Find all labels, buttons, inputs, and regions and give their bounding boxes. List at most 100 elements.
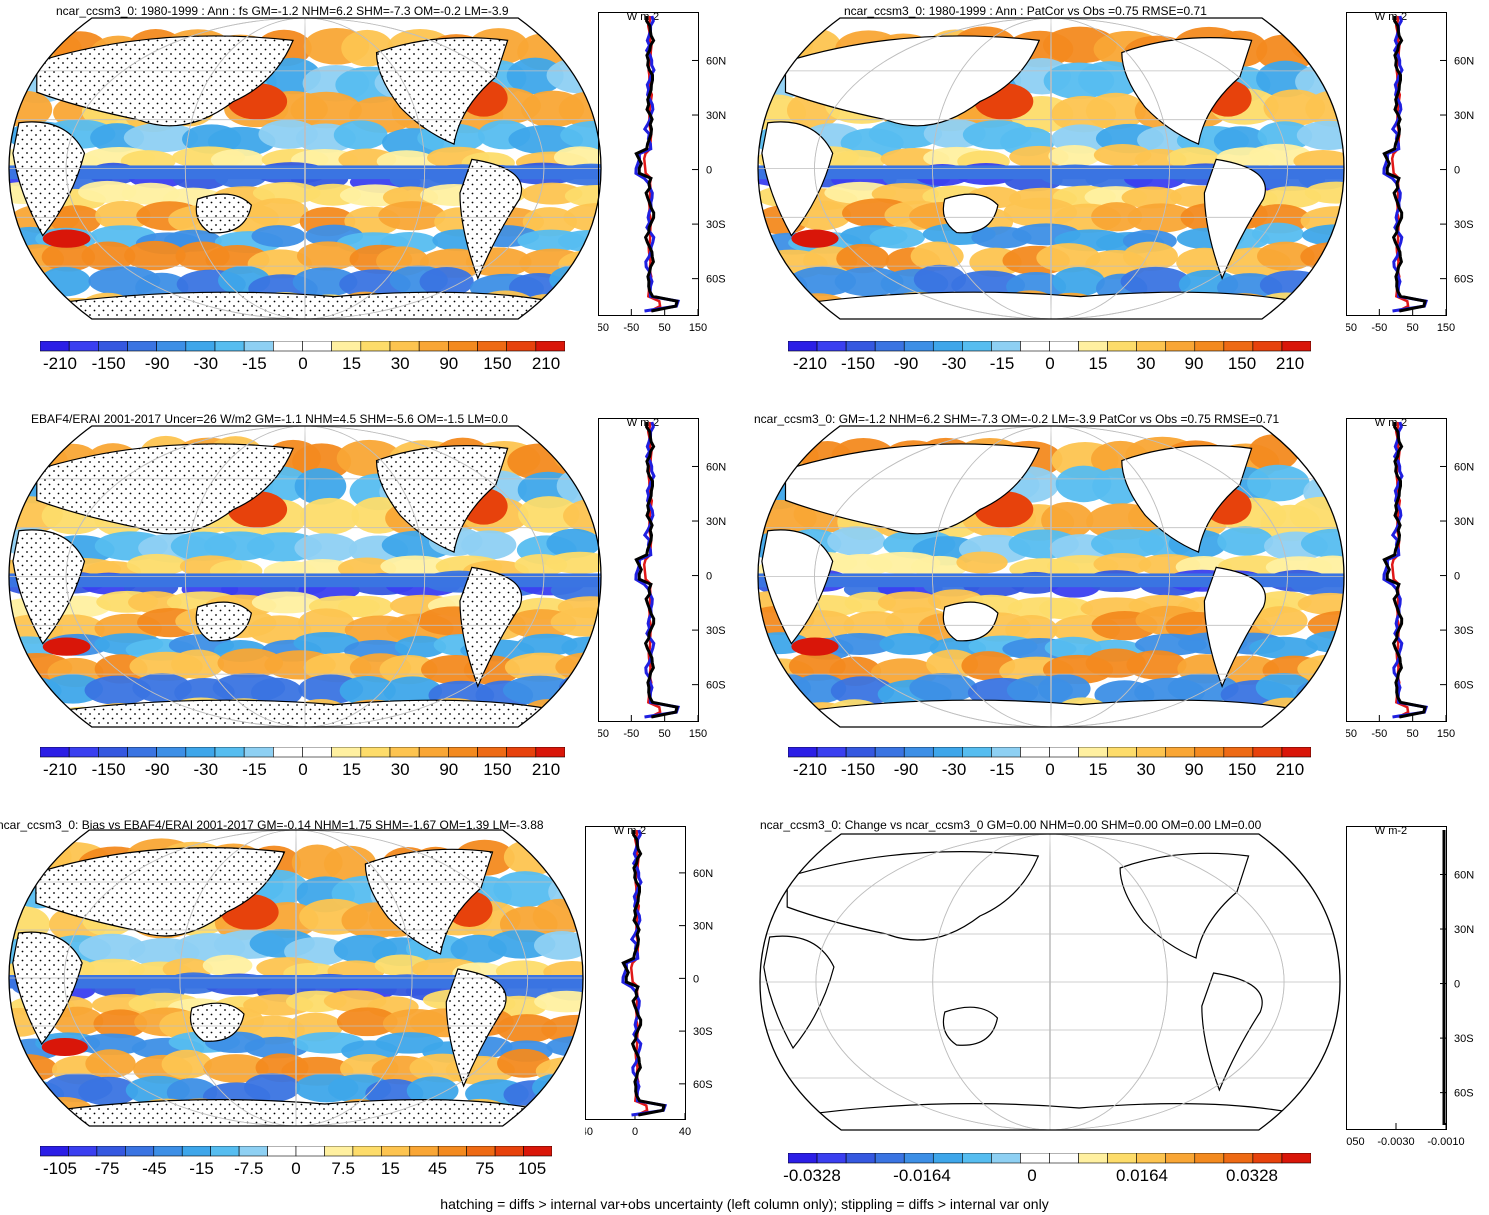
continent-outline — [445, 968, 507, 1088]
colorbar-label: -7.5 — [234, 1159, 264, 1178]
zonal-series-line — [1382, 421, 1429, 719]
field-blob — [41, 242, 96, 272]
colorbar-swatch — [389, 746, 420, 758]
colorbar-swatch — [1281, 746, 1312, 758]
field-blob — [217, 648, 284, 678]
field-blob — [758, 289, 802, 319]
continent-outline — [35, 847, 286, 937]
colorbar-swatch — [125, 1145, 155, 1157]
colorbar-label: 0 — [298, 760, 308, 779]
field-blob — [549, 265, 601, 295]
colorbar-swatch — [932, 1152, 963, 1164]
colorbar-swatch — [1078, 1152, 1108, 1164]
continent-outline — [364, 848, 494, 955]
colorbar-label: -210 — [42, 760, 78, 779]
colorbar-label: 15 — [380, 1159, 400, 1178]
field-blob — [1300, 528, 1344, 559]
footer-note: hatching = diffs > internal var+obs unce… — [440, 1196, 1049, 1212]
field-blob — [518, 496, 580, 533]
panel-title: ncar_ccsm3_0: Bias vs EBAF4/ERAI 2001-20… — [0, 818, 544, 832]
zonal-series-line — [634, 421, 681, 719]
colorbar-swatch — [295, 1145, 325, 1157]
zonal-ytick-label: 30N — [1454, 110, 1474, 122]
colorbar-swatch — [1020, 1152, 1050, 1164]
colorbar-swatch — [535, 340, 566, 352]
zonal-ytick-label: 60N — [706, 461, 726, 473]
continent-outline — [195, 193, 253, 234]
zonal-ytick-label: 30N — [1454, 924, 1474, 936]
field-blob — [383, 676, 443, 706]
zonal-ytick-label: 60S — [693, 1079, 713, 1091]
colorbar-swatch — [494, 1145, 524, 1157]
colorbar-swatch — [1223, 746, 1254, 758]
field-blob — [296, 241, 359, 271]
colorbar-label: 90 — [1184, 354, 1204, 373]
field-blob — [378, 201, 446, 231]
zonal-xtick-label: -40 — [585, 1126, 593, 1138]
zonal-ytick-label: 60S — [1454, 680, 1474, 692]
colorbar-swatch — [1281, 1152, 1312, 1164]
colorbar-label: 7.5 — [331, 1159, 356, 1178]
continent-outline — [36, 35, 294, 127]
field-blob — [879, 633, 939, 655]
zonal-xtick-label: 150 — [689, 322, 707, 334]
field-blob — [95, 201, 151, 231]
colorbar-swatch — [302, 746, 332, 758]
zonal-ytick-label: 0 — [693, 973, 699, 985]
continent-outline — [786, 851, 1040, 941]
field-blob — [419, 266, 474, 297]
colorbar-swatch — [68, 746, 99, 758]
field-blob — [252, 181, 321, 204]
colorbar-swatch — [1136, 340, 1167, 352]
colorbar-swatch — [535, 746, 566, 758]
field-blob — [290, 91, 362, 129]
colorbar-swatch — [506, 746, 537, 758]
colorbar-swatch — [477, 746, 507, 758]
colorbar-label: 0.0164 — [1116, 1166, 1168, 1185]
colorbar-swatch — [98, 746, 128, 758]
colorbar-swatch — [932, 340, 963, 352]
colorbar-swatch — [267, 1145, 297, 1157]
world-map — [756, 16, 1346, 326]
colorbar-label: -210 — [792, 760, 828, 779]
colorbar-label: -75 — [94, 1159, 120, 1178]
colorbar-label: 15 — [342, 354, 362, 373]
colorbar-swatch — [273, 746, 303, 758]
zonal-unit-label: W m-2 — [1375, 826, 1407, 837]
colorbar-swatch — [477, 340, 507, 352]
zonal-ytick-label: 30S — [706, 625, 726, 637]
colorbar-swatch — [874, 340, 905, 352]
colorbar-label: 150 — [1227, 760, 1257, 779]
colorbar-swatch — [389, 340, 420, 352]
field-blob — [78, 933, 146, 963]
field-blob — [1297, 592, 1344, 615]
colorbar-label: 210 — [1275, 760, 1305, 779]
world-map — [756, 424, 1346, 734]
field-blob — [1254, 591, 1312, 613]
colorbar-swatch — [1020, 340, 1050, 352]
colorbar-swatch — [1194, 1152, 1225, 1164]
zonal-series-line — [1382, 15, 1427, 313]
field-blob — [1296, 120, 1344, 150]
field-blob — [1085, 92, 1146, 130]
colorbar-swatch — [816, 340, 847, 352]
colorbar-label: 90 — [439, 760, 459, 779]
colorbar-swatch — [1107, 340, 1137, 352]
colorbar-label: -0.0328 — [783, 1166, 841, 1185]
continent-outline — [784, 443, 1041, 535]
field-blob — [1093, 553, 1152, 576]
field-blob — [1217, 526, 1274, 556]
colorbar-label: -150 — [91, 354, 126, 373]
colorbar-swatch — [331, 746, 362, 758]
zonal-xtick-label: 150 — [689, 728, 707, 740]
zonal-ytick-label: 0 — [1454, 571, 1460, 583]
zonal-ytick-label: 60N — [1454, 869, 1474, 881]
colorbar-swatch — [360, 340, 391, 352]
zonal-xtick-label: 50 — [1407, 728, 1419, 740]
continent-outline — [36, 699, 574, 727]
colorbar-label: 210 — [1275, 354, 1305, 373]
colorbar-swatch — [214, 746, 245, 758]
zonal-series-line — [634, 15, 679, 313]
colorbar-label: -210 — [792, 354, 828, 373]
